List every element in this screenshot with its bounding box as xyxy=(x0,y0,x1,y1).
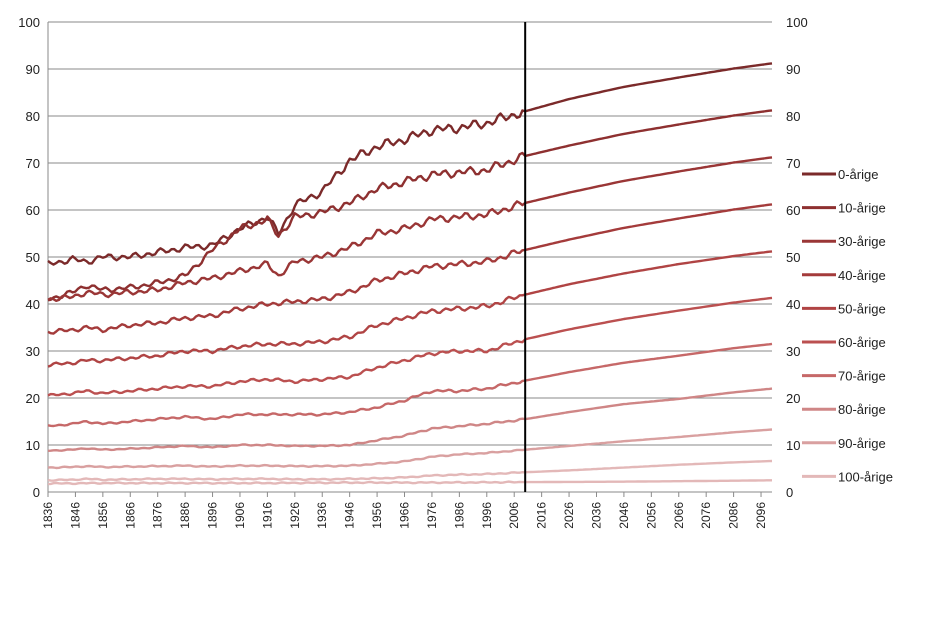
x-tick-label: 1956 xyxy=(370,502,384,529)
y-tick-label-left: 90 xyxy=(26,62,40,77)
series-line xyxy=(47,479,772,486)
y-tick-label-left: 20 xyxy=(26,391,40,406)
legend: 0-årige 10-årige 30-årige 40-årige 50-årige 6… xyxy=(802,167,893,484)
y-tick-label-right: 30 xyxy=(786,344,800,359)
x-tick-label: 1906 xyxy=(233,502,247,529)
y-tick-label-left: 100 xyxy=(18,15,40,30)
x-tick-label: 2036 xyxy=(589,502,603,529)
gridlines xyxy=(47,21,772,493)
y-tick-label-left: 30 xyxy=(26,344,40,359)
x-tick-label: 2016 xyxy=(535,502,549,529)
x-tick-label: 2096 xyxy=(754,502,768,529)
x-tick-label: 2006 xyxy=(507,502,521,529)
legend-label: 80-årige xyxy=(838,402,886,417)
x-tick-label: 1856 xyxy=(96,502,110,529)
x-tick-label: 2056 xyxy=(644,502,658,529)
series-line xyxy=(47,156,773,302)
legend-label: 100-årige xyxy=(838,469,893,484)
series-line xyxy=(47,387,773,452)
legend-label: 30-årige xyxy=(838,234,886,249)
series-line xyxy=(47,428,773,470)
y-tick-label-right: 90 xyxy=(786,62,800,77)
legend-label: 90-årige xyxy=(838,436,886,451)
series-line xyxy=(47,342,773,428)
y-tick-label-right: 10 xyxy=(786,438,800,453)
y-tick-label-left: 50 xyxy=(26,250,40,265)
x-tick-label: 1946 xyxy=(343,502,357,529)
y-tick-label-right: 100 xyxy=(786,15,808,30)
legend-label: 0-årige xyxy=(838,167,878,182)
x-tick-label: 1926 xyxy=(288,502,302,529)
series-line xyxy=(47,459,773,482)
legend-label: 40-årige xyxy=(838,268,886,283)
y-tick-label-left: 80 xyxy=(26,109,40,124)
y-tick-label-left: 10 xyxy=(26,438,40,453)
y-tick-label-right: 0 xyxy=(786,485,793,500)
x-tick-label: 1996 xyxy=(480,502,494,529)
series-lines xyxy=(47,62,773,486)
y-tick-label-right: 20 xyxy=(786,391,800,406)
y-tick-label-left: 70 xyxy=(26,156,40,171)
y-tick-label-left: 60 xyxy=(26,203,40,218)
y-tick-label-right: 60 xyxy=(786,203,800,218)
x-tick-label: 1876 xyxy=(151,502,165,529)
x-tick-label: 1866 xyxy=(123,502,137,529)
y-tick-label-right: 40 xyxy=(786,297,800,312)
y-tick-label-right: 70 xyxy=(786,156,800,171)
series-line xyxy=(47,250,773,368)
legend-label: 60-årige xyxy=(838,335,886,350)
x-tick-label: 1846 xyxy=(68,502,82,529)
y-tick-label-right: 80 xyxy=(786,109,800,124)
legend-label: 10-årige xyxy=(838,201,886,216)
y-tick-label-left: 0 xyxy=(33,485,40,500)
y-axis-right: 0 10 20 30 40 50 60 70 80 90 100 xyxy=(786,15,808,500)
series-line xyxy=(47,62,773,266)
x-tick-label: 1966 xyxy=(398,502,412,529)
x-tick-label: 2026 xyxy=(562,502,576,529)
y-axis-left: 0 10 20 30 40 50 60 70 80 90 100 xyxy=(18,15,40,500)
legend-label: 70-årige xyxy=(838,369,886,384)
x-axis: 1836 1846 1856 1866 1876 1886 1896 1906 1916 1926… xyxy=(41,492,768,529)
legend-label: 50-årige xyxy=(838,301,886,316)
y-tick-label-right: 50 xyxy=(786,250,800,265)
x-tick-label: 2066 xyxy=(672,502,686,529)
series-line xyxy=(47,109,773,302)
x-tick-label: 1836 xyxy=(41,502,55,529)
x-tick-label: 1896 xyxy=(206,502,220,529)
x-tick-label: 1886 xyxy=(178,502,192,529)
x-tick-label: 1986 xyxy=(452,502,466,529)
x-tick-label: 1916 xyxy=(260,502,274,529)
x-tick-label: 2086 xyxy=(727,502,741,529)
x-tick-label: 2076 xyxy=(699,502,713,529)
y-tick-label-left: 40 xyxy=(26,297,40,312)
x-tick-label: 1976 xyxy=(425,502,439,529)
x-tick-label: 2046 xyxy=(617,502,631,529)
x-tick-label: 1936 xyxy=(315,502,329,529)
series-line xyxy=(47,296,773,397)
series-line xyxy=(47,203,773,335)
